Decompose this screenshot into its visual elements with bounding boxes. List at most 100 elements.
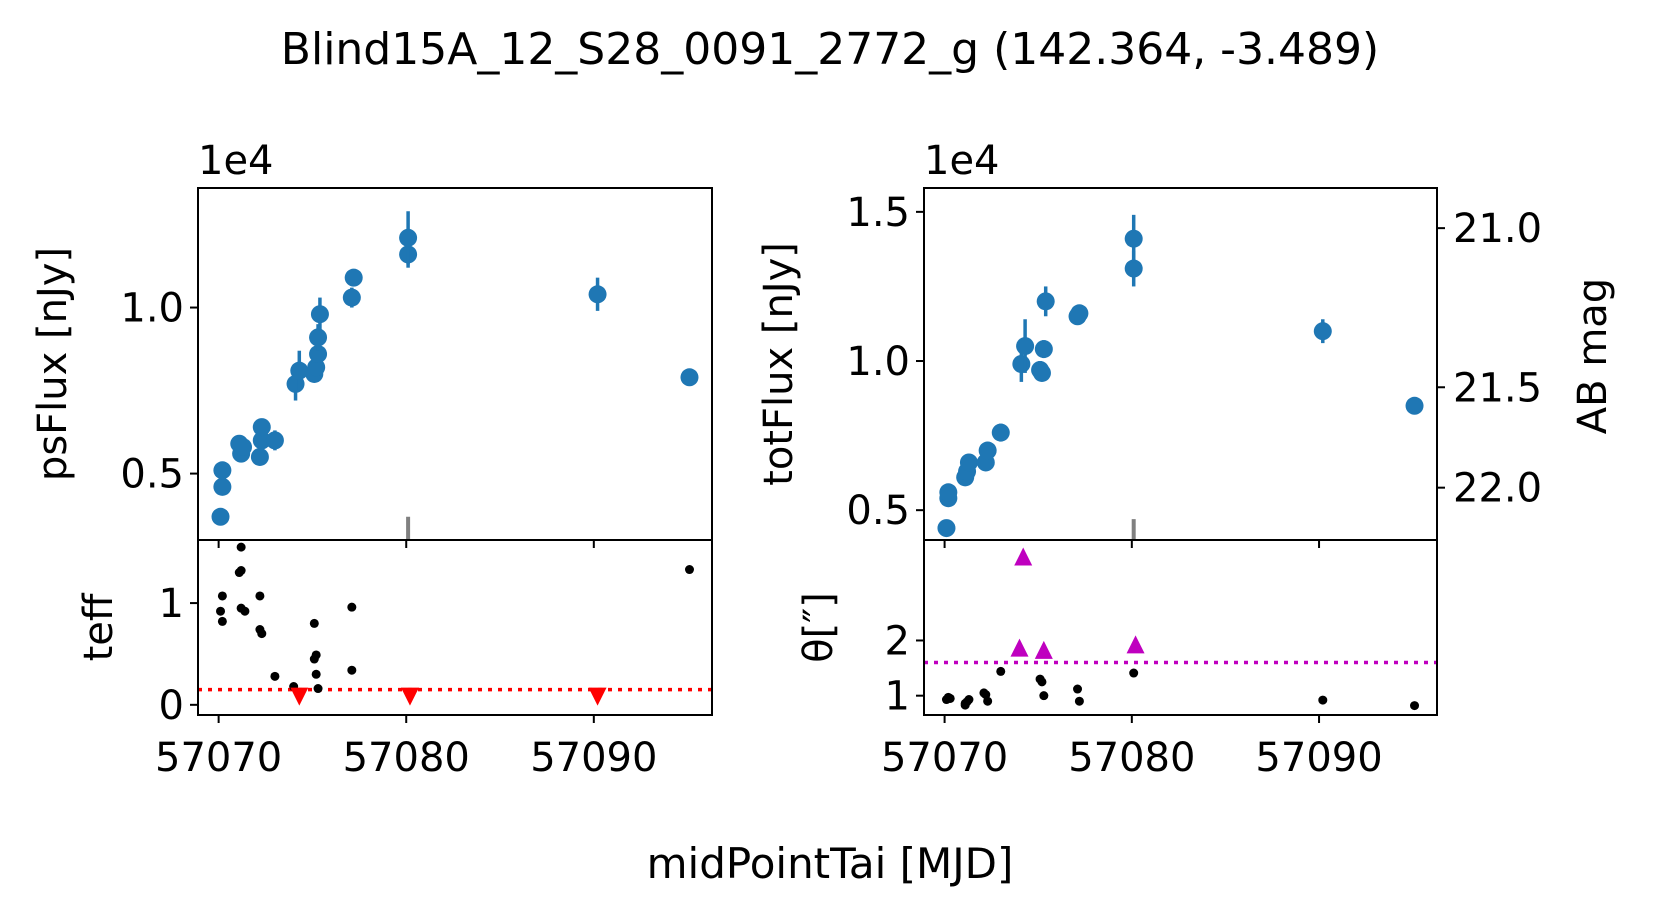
teff-point xyxy=(309,654,319,664)
psflux-point xyxy=(342,288,361,307)
teff-panel: 57070 57080 57090 0 1 teff xyxy=(76,539,713,781)
teff-xtick-label: 57090 xyxy=(530,735,657,781)
theta-point xyxy=(996,666,1006,676)
teff-point xyxy=(240,606,250,616)
totflux-ytick-label: 1.0 xyxy=(846,339,910,385)
theta-point xyxy=(1039,691,1049,701)
totflux-point xyxy=(991,423,1010,442)
theta-ytick-label: 1 xyxy=(885,674,910,720)
psflux-point xyxy=(213,477,232,496)
teff-point xyxy=(216,606,226,616)
theta-point xyxy=(1318,695,1328,705)
psflux-point xyxy=(344,268,363,287)
teff-point xyxy=(347,665,357,675)
theta-limit-marker xyxy=(1010,638,1029,657)
teff-point xyxy=(309,618,319,628)
theta-y-axis-label: θ[″] xyxy=(796,592,842,663)
totflux-point xyxy=(937,519,956,538)
teff-xtick-label: 57070 xyxy=(155,735,282,781)
totflux-point xyxy=(1032,363,1051,382)
theta-point xyxy=(945,693,955,703)
theta-panel: 57070 57080 57090 1 2 θ[″] xyxy=(796,539,1438,781)
totflux-point xyxy=(1124,259,1143,278)
totflux-panel: 0.5 1.0 1.5 21.0 21.5 22.0 AB mag 1e4 totFlux [n… xyxy=(756,138,1616,548)
totflux-point xyxy=(1012,355,1031,373)
x-axis-label: midPointTai [MJD] xyxy=(647,839,1014,888)
psflux-y-axis-label: psFlux [nJy] xyxy=(30,247,76,481)
teff-point xyxy=(684,565,694,575)
totflux-point xyxy=(939,483,958,502)
psflux-point xyxy=(290,361,309,380)
teff-point xyxy=(257,629,267,639)
totflux-point xyxy=(978,441,997,460)
teff-point xyxy=(236,566,246,576)
psflux-point xyxy=(307,358,326,377)
psflux-point xyxy=(309,345,328,364)
theta-frame xyxy=(923,539,1438,716)
theta-point xyxy=(983,696,993,706)
psflux-point xyxy=(252,431,271,450)
psflux-point xyxy=(310,305,329,324)
totflux-y2tick-label: 22.0 xyxy=(1453,466,1542,512)
totflux-y2-axis-label: AB mag xyxy=(1570,278,1616,434)
totflux-point xyxy=(1016,337,1035,356)
totflux-point xyxy=(1405,396,1424,415)
psflux-point xyxy=(680,368,699,387)
theta-point xyxy=(1074,696,1084,706)
totflux-y2tick-label: 21.5 xyxy=(1453,365,1542,411)
theta-xtick-label: 57070 xyxy=(881,735,1008,781)
teff-limit-marker xyxy=(290,687,309,706)
theta-point xyxy=(1129,668,1139,678)
teff-ytick-label: 1 xyxy=(159,581,184,627)
teff-point xyxy=(236,542,246,552)
teff-ytick-label: 0 xyxy=(159,683,184,729)
psflux-point xyxy=(309,328,328,347)
teff-point xyxy=(313,684,323,694)
teff-point xyxy=(347,602,357,612)
theta-limit-marker xyxy=(1014,547,1033,566)
psflux-point xyxy=(234,438,253,457)
theta-point xyxy=(964,695,974,705)
theta-point xyxy=(1037,677,1047,687)
psflux-ytick-label: 1.0 xyxy=(120,286,184,332)
totflux-point xyxy=(1124,229,1143,248)
teff-point xyxy=(217,591,227,601)
teff-point xyxy=(255,591,265,601)
totflux-point xyxy=(1034,340,1053,359)
totflux-ytick-label: 1.5 xyxy=(846,190,910,236)
psflux-ytick-label: 0.5 xyxy=(120,452,184,498)
teff-point xyxy=(311,669,321,679)
totflux-point xyxy=(1036,292,1055,311)
psflux-point xyxy=(399,228,418,247)
totflux-y2tick-label: 21.0 xyxy=(1453,206,1542,252)
psflux-point xyxy=(252,418,271,437)
theta-point xyxy=(1410,701,1420,711)
psflux-frame xyxy=(197,187,713,541)
teff-frame xyxy=(197,539,713,716)
psflux-point xyxy=(211,507,230,526)
teff-point xyxy=(217,616,227,626)
psflux-panel: 0.5 1.0 1e4 psFlux [nJy] xyxy=(30,138,713,548)
totflux-scale-label: 1e4 xyxy=(924,138,1000,184)
psflux-point xyxy=(213,461,232,480)
psflux-point xyxy=(265,431,284,450)
totflux-point xyxy=(1313,322,1332,341)
psflux-point xyxy=(588,285,607,304)
theta-limit-marker xyxy=(1034,640,1053,659)
theta-xtick-label: 57090 xyxy=(1255,735,1382,781)
theta-xtick-label: 57080 xyxy=(1068,735,1195,781)
totflux-y-axis-label: totFlux [nJy] xyxy=(756,242,802,486)
teff-limit-marker xyxy=(588,687,607,706)
teff-xtick-label: 57080 xyxy=(343,735,470,781)
teff-point xyxy=(270,671,280,681)
psflux-point xyxy=(250,447,269,466)
figure-title: Blind15A_12_S28_0091_2772_g (142.364, -3… xyxy=(281,24,1379,75)
totflux-frame xyxy=(923,187,1438,541)
totflux-point xyxy=(959,453,978,472)
totflux-ytick-label: 0.5 xyxy=(846,488,910,534)
theta-point xyxy=(1073,684,1083,694)
totflux-point xyxy=(1070,304,1089,323)
theta-limit-marker xyxy=(1126,635,1145,654)
teff-y-axis-label: teff xyxy=(76,592,122,661)
